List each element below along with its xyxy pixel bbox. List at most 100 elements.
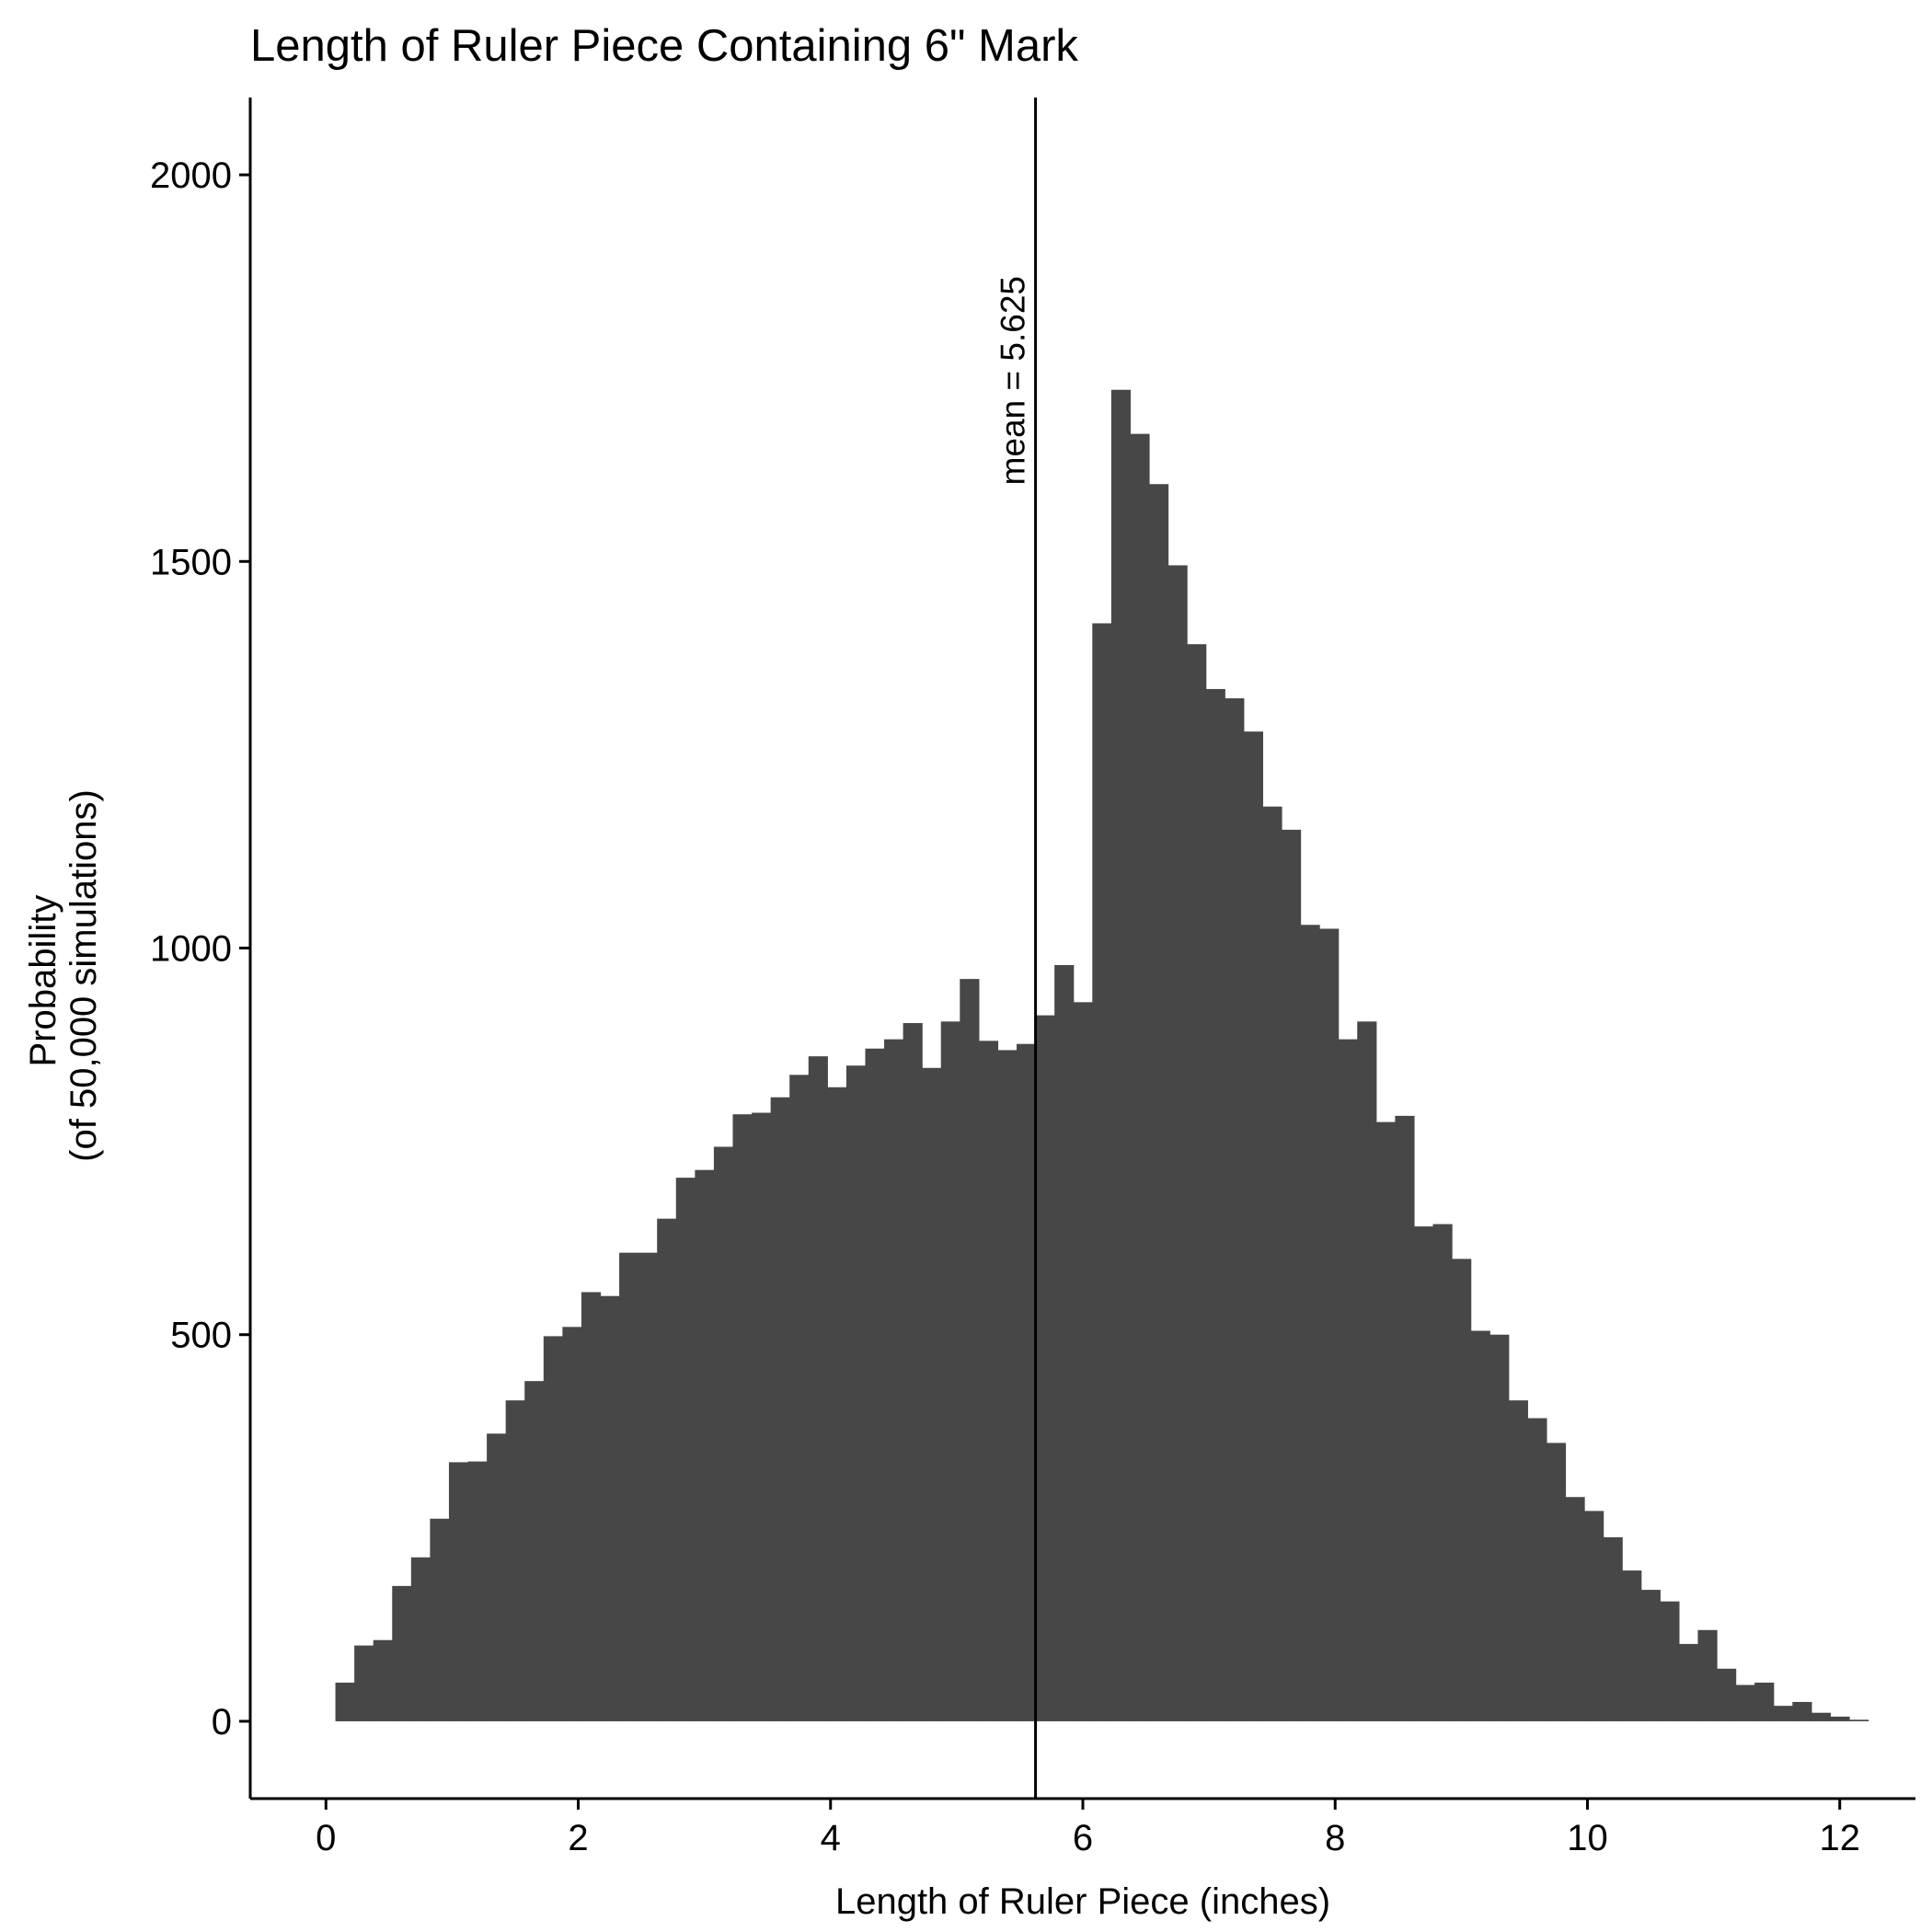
histogram-bar xyxy=(789,1075,810,1721)
histogram-bar xyxy=(1849,1719,1869,1721)
histogram-bar xyxy=(638,1252,658,1721)
chart-title: Length of Ruler Piece Containing 6" Mark xyxy=(250,21,1078,71)
histogram-bar xyxy=(1735,1685,1755,1721)
histogram-bar xyxy=(1792,1701,1812,1721)
y-tick-label: 500 xyxy=(170,1316,232,1356)
histogram-bar xyxy=(373,1639,393,1721)
x-tick-label: 8 xyxy=(1325,1818,1345,1858)
histogram-bar xyxy=(410,1557,431,1721)
x-axis-title: Length of Ruler Piece (inches) xyxy=(835,1881,1330,1922)
histogram-bar xyxy=(524,1381,545,1721)
histogram-bar xyxy=(1110,389,1132,1721)
histogram-bar xyxy=(657,1218,677,1721)
histogram-bar xyxy=(732,1114,753,1721)
histogram-bar xyxy=(1130,433,1150,1721)
histogram-bar xyxy=(1300,925,1320,1721)
histogram-bar xyxy=(865,1048,885,1721)
histogram-bar xyxy=(1375,1121,1396,1721)
x-tick-label: 4 xyxy=(821,1818,841,1858)
histogram-bar xyxy=(1054,964,1075,1721)
x-tick-label: 12 xyxy=(1819,1818,1860,1858)
histogram-bar xyxy=(1395,1115,1415,1721)
x-tick-label: 6 xyxy=(1073,1818,1093,1858)
histogram-bar xyxy=(960,979,980,1721)
bars-group xyxy=(335,389,1869,1721)
y-tick-label: 1500 xyxy=(150,542,232,582)
histogram-bar xyxy=(448,1462,469,1721)
histogram-bar xyxy=(1660,1601,1680,1721)
histogram-bar xyxy=(392,1585,412,1721)
histogram-bar xyxy=(1035,1015,1055,1721)
histogram-bar xyxy=(695,1169,715,1721)
y-tick-label: 2000 xyxy=(150,155,232,196)
histogram-bar xyxy=(1546,1443,1567,1721)
histogram-bar xyxy=(1432,1224,1453,1721)
histogram-bar xyxy=(1508,1400,1528,1721)
histogram-bar xyxy=(940,1021,960,1721)
histogram-bar xyxy=(752,1112,772,1721)
histogram-bar xyxy=(335,1682,355,1721)
histogram-bar xyxy=(1243,731,1263,1721)
histogram-bar xyxy=(505,1400,525,1721)
y-axis-title: Probability (of 50,000 simulations) xyxy=(23,789,104,1162)
histogram-bar xyxy=(770,1097,790,1721)
histogram-bar xyxy=(1092,623,1112,1721)
histogram-bar xyxy=(467,1461,488,1721)
histogram-bar xyxy=(1622,1570,1642,1721)
histogram-bar xyxy=(1017,1043,1037,1721)
histogram-bar xyxy=(1773,1706,1793,1721)
histogram-bar xyxy=(1470,1330,1490,1721)
histogram-bar xyxy=(600,1295,620,1721)
histogram-bar xyxy=(675,1178,696,1721)
x-tick-label: 0 xyxy=(316,1818,336,1858)
histogram-bar xyxy=(808,1056,828,1721)
mean-annotation: mean = 5.625 xyxy=(995,276,1032,485)
histogram-bar xyxy=(1073,1002,1093,1721)
histogram-bar xyxy=(713,1146,734,1721)
histogram-bar xyxy=(997,1050,1018,1721)
histogram-bar xyxy=(978,1041,999,1721)
histogram-bar xyxy=(1225,698,1245,1721)
histogram-bar xyxy=(1338,1039,1358,1721)
histogram-bar xyxy=(827,1087,847,1721)
histogram-bar xyxy=(1830,1716,1850,1721)
histogram-bar xyxy=(1489,1334,1510,1721)
histogram-bar xyxy=(487,1433,507,1721)
histogram-bar xyxy=(903,1023,923,1721)
histogram-bar xyxy=(1167,565,1188,1721)
y-tick-label: 1000 xyxy=(150,929,232,970)
histogram-bar xyxy=(1262,806,1282,1721)
y-tick-label: 0 xyxy=(212,1702,232,1742)
histogram-bar xyxy=(845,1065,867,1721)
histogram-bar xyxy=(354,1645,374,1721)
histogram-bar xyxy=(1205,688,1225,1721)
histogram-bar xyxy=(619,1252,639,1721)
histogram-bar xyxy=(1603,1536,1623,1721)
histogram-bar xyxy=(1452,1259,1472,1721)
x-tick-label: 2 xyxy=(568,1818,588,1858)
histogram-bar xyxy=(1187,644,1207,1721)
histogram-bar xyxy=(1281,829,1302,1721)
histogram-bar xyxy=(430,1518,450,1721)
histogram-bar xyxy=(1811,1712,1832,1721)
histogram-bar xyxy=(1584,1511,1604,1721)
histogram-bar xyxy=(1565,1497,1585,1721)
histogram-bar xyxy=(543,1336,563,1721)
histogram-bar xyxy=(581,1292,602,1721)
histogram-bar xyxy=(1319,928,1340,1721)
histogram-bar xyxy=(1717,1668,1737,1721)
histogram-bar xyxy=(1357,1021,1377,1721)
histogram-bar xyxy=(922,1067,942,1721)
y-axis-title-line-2: (of 50,000 simulations) xyxy=(63,789,104,1162)
histogram-bar xyxy=(1640,1590,1661,1721)
histogram-bar xyxy=(1754,1682,1775,1721)
histogram-bar xyxy=(1697,1629,1718,1721)
histogram-bar xyxy=(1148,484,1169,1721)
histogram-bar xyxy=(1527,1418,1547,1721)
histogram-bar xyxy=(1678,1643,1699,1721)
histogram-bar xyxy=(884,1039,904,1721)
y-axis-title-line-1: Probability xyxy=(23,895,63,1067)
histogram-bar xyxy=(562,1327,582,1721)
x-tick-label: 10 xyxy=(1567,1818,1608,1858)
